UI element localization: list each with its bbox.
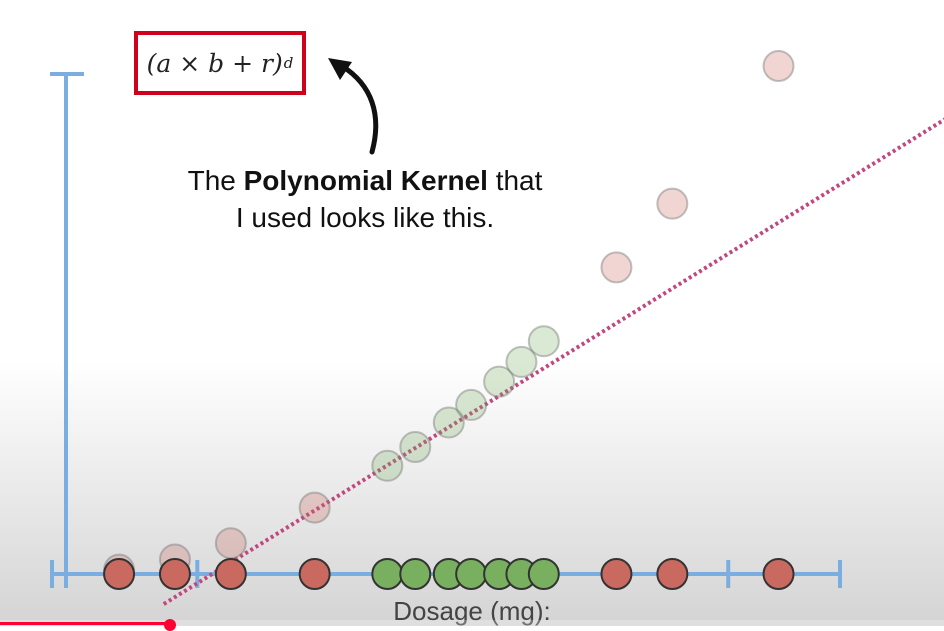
transformed-point (527, 325, 560, 358)
transformed-point (371, 449, 404, 482)
transformed-point (298, 491, 331, 524)
axes (50, 72, 842, 588)
video-progress-bar[interactable] (0, 619, 944, 631)
dosage-point (158, 558, 191, 590)
caption-text-bold: Polynomial Kernel (243, 165, 488, 196)
dosage-point (103, 558, 136, 590)
dosage-point (298, 558, 331, 590)
transformed-point (399, 431, 432, 464)
arrow-head-icon (328, 58, 352, 80)
polynomial-kernel-formula: (a × b + r) d (134, 31, 306, 95)
transformed-point (483, 365, 516, 398)
transformed-point (656, 187, 689, 220)
dosage-point (214, 558, 247, 590)
video-progress-fill (0, 622, 170, 625)
dosage-point (399, 558, 432, 590)
caption-line-1: The Polynomial Kernel that (150, 162, 580, 199)
x-axis-label: Dosage (mg): (393, 596, 551, 626)
transformed-point (455, 388, 488, 421)
dosage-points (103, 558, 795, 590)
caption-line-2: I used looks like this. (235, 202, 495, 233)
transformed-point (505, 345, 538, 378)
transformed-point (432, 406, 465, 439)
curved-arrow-icon (339, 63, 379, 155)
dosage-point (371, 558, 404, 590)
caption-text-pre: The (187, 165, 244, 196)
dosage-point (455, 558, 488, 590)
formula-exponent: d (283, 54, 294, 72)
kernel-caption: The Polynomial Kernel that I used looks … (150, 162, 580, 236)
classifier-dotted-line (162, 117, 944, 606)
dosage-point (600, 558, 633, 590)
dosage-point (656, 558, 689, 590)
dosage-point (762, 558, 795, 590)
transformed-point (600, 251, 633, 284)
transformed-points (103, 50, 795, 586)
transformed-point (762, 50, 795, 83)
video-scrubber-handle[interactable] (163, 619, 176, 631)
formula-base: (a × b + r) (146, 48, 283, 78)
dosage-point (527, 558, 560, 590)
caption-text-post: that (487, 165, 543, 196)
transformed-point (214, 527, 247, 560)
classifier-line-layer (162, 117, 944, 606)
